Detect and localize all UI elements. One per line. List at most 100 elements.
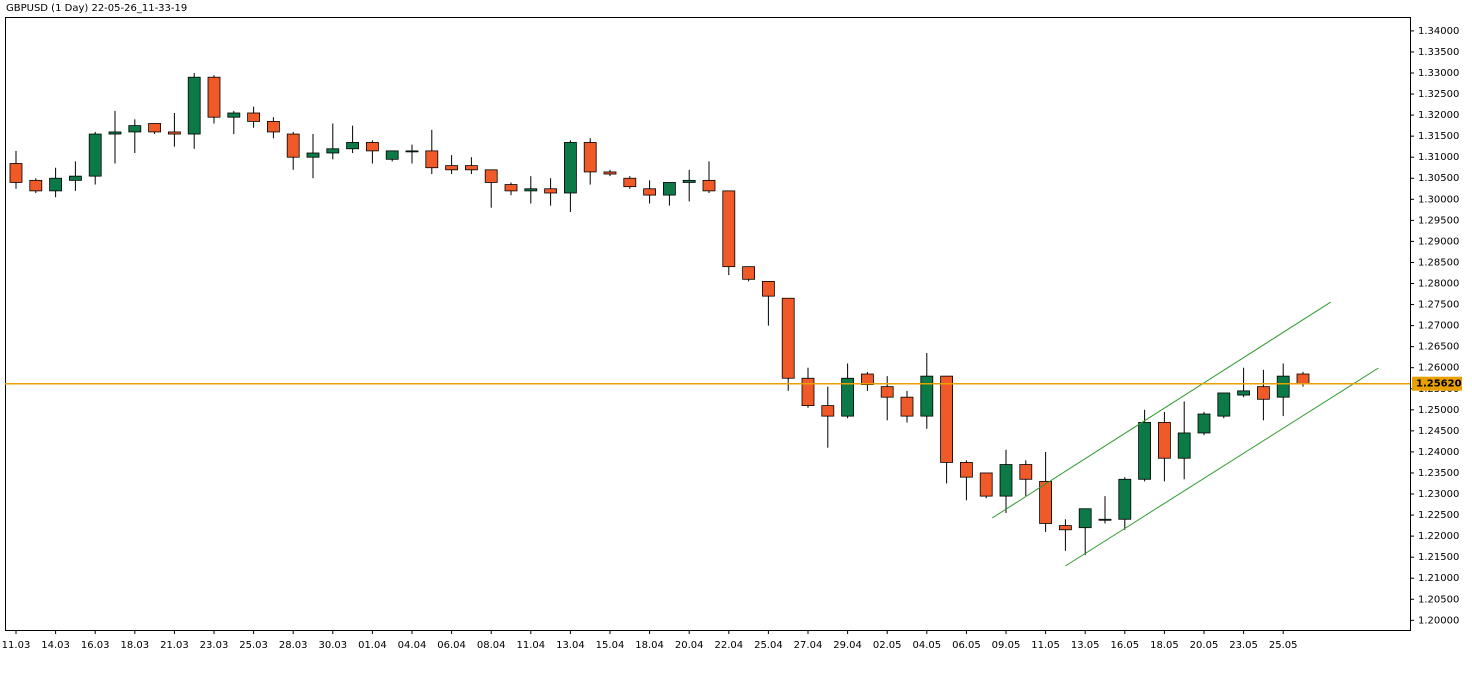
- candle-body: [49, 177, 62, 192]
- candle-body: [663, 182, 676, 196]
- candle-body: [128, 125, 142, 133]
- x-tick-label: 20.04: [675, 640, 704, 651]
- y-tick-label: 1.32000: [1418, 110, 1459, 121]
- x-tick-label: 30.03: [318, 640, 347, 651]
- x-tick-label: 18.03: [120, 640, 149, 651]
- candle-body: [1059, 525, 1072, 531]
- trendline: [991, 301, 1331, 519]
- y-tick-label: 1.26500: [1418, 342, 1459, 353]
- candle-body: [326, 148, 340, 154]
- x-tick-label: 14.03: [41, 640, 70, 651]
- candle-body: [464, 165, 478, 171]
- candle-body: [346, 142, 360, 150]
- candle-body: [841, 377, 854, 417]
- x-tick-label: 04.05: [912, 640, 941, 651]
- candle-body: [583, 142, 597, 173]
- candle-body: [1158, 422, 1171, 459]
- y-tick-label: 1.27000: [1418, 321, 1459, 332]
- candle-body: [722, 190, 736, 268]
- candle-body: [999, 464, 1013, 497]
- candle-body: [1276, 375, 1290, 398]
- trendline: [1065, 367, 1379, 567]
- x-tick-label: 22.04: [714, 640, 743, 651]
- y-tick-label: 1.33000: [1418, 68, 1459, 79]
- candle-body: [108, 131, 122, 135]
- y-tick-label: 1.31000: [1418, 152, 1459, 163]
- candle-body: [1257, 386, 1270, 400]
- candle-body: [682, 179, 696, 183]
- y-tick-label: 1.29000: [1418, 236, 1459, 247]
- candle-body: [306, 152, 320, 158]
- candle-body: [1217, 392, 1231, 417]
- x-tick-label: 16.03: [81, 640, 110, 651]
- candle-body: [286, 133, 300, 158]
- x-tick-label: 08.04: [477, 640, 506, 651]
- candle-body: [762, 280, 775, 297]
- x-tick-label: 13.04: [556, 640, 585, 651]
- x-tick-label: 13.05: [1071, 640, 1100, 651]
- plot-frame: [5, 17, 1411, 631]
- current-price-label: 1.25620: [1416, 379, 1462, 390]
- x-tick-label: 09.05: [992, 640, 1021, 651]
- y-tick-label: 1.30000: [1418, 194, 1459, 205]
- x-tick-label: 16.05: [1110, 640, 1139, 651]
- x-tick-label: 01.04: [358, 640, 387, 651]
- candle-body: [29, 179, 43, 192]
- y-tick-label: 1.29500: [1418, 215, 1459, 226]
- y-tick-label: 1.34000: [1418, 26, 1459, 37]
- candle-body: [405, 150, 419, 153]
- candle-body: [742, 266, 755, 280]
- candle-body: [781, 297, 795, 379]
- x-tick-label: 29.04: [833, 640, 862, 651]
- candle-body: [1138, 422, 1151, 480]
- x-tick-label: 23.03: [200, 640, 229, 651]
- candle-body: [504, 184, 518, 192]
- x-tick-label: 18.05: [1150, 640, 1179, 651]
- y-tick-label: 1.25000: [1418, 405, 1459, 416]
- candle-body: [603, 171, 617, 175]
- x-tick-label: 06.05: [952, 640, 981, 651]
- candle-body: [167, 131, 181, 135]
- candle-body: [247, 112, 261, 122]
- x-tick-label: 11.03: [2, 640, 31, 651]
- x-tick-label: 28.03: [279, 640, 308, 651]
- candle-body: [1237, 390, 1250, 396]
- candle-body: [544, 188, 557, 194]
- x-tick-label: 18.04: [635, 640, 664, 651]
- x-tick-label: 21.03: [160, 640, 189, 651]
- y-tick-label: 1.20000: [1418, 615, 1459, 626]
- candle-body: [1296, 373, 1310, 385]
- y-tick-label: 1.24000: [1418, 447, 1459, 458]
- candle-body: [1118, 478, 1132, 520]
- current-price-tag: [1412, 376, 1462, 391]
- candle-body: [960, 462, 973, 478]
- candle-body: [524, 188, 538, 192]
- x-tick-label: 04.04: [398, 640, 427, 651]
- y-tick-label: 1.31500: [1418, 131, 1459, 142]
- candle-body: [1078, 508, 1092, 529]
- x-tick-label: 25.04: [754, 640, 783, 651]
- candle-body: [623, 177, 637, 188]
- candle-body: [880, 386, 894, 398]
- y-tick-label: 1.28000: [1418, 279, 1459, 290]
- candle-body: [69, 175, 82, 181]
- y-tick-label: 1.27500: [1418, 300, 1459, 311]
- x-tick-label: 20.05: [1190, 640, 1219, 651]
- candle-body: [861, 373, 874, 385]
- x-tick-label: 25.03: [239, 640, 268, 651]
- y-tick-label: 1.21000: [1418, 573, 1459, 584]
- x-tick-label: 02.05: [873, 640, 902, 651]
- y-tick-label: 1.22500: [1418, 510, 1459, 521]
- y-tick-label: 1.32500: [1418, 89, 1459, 100]
- candle-body: [207, 76, 221, 118]
- candle-body: [702, 179, 716, 192]
- y-tick-label: 1.26000: [1418, 363, 1459, 374]
- chart-title: GBPUSD (1 Day) 22-05-26_11-33-19: [6, 3, 187, 14]
- y-tick-label: 1.28500: [1418, 257, 1459, 268]
- x-tick-label: 15.04: [596, 640, 625, 651]
- y-tick-label: 1.33500: [1418, 47, 1459, 58]
- candle-body: [266, 121, 280, 133]
- candle-body: [425, 150, 439, 169]
- y-tick-label: 1.23000: [1418, 489, 1459, 500]
